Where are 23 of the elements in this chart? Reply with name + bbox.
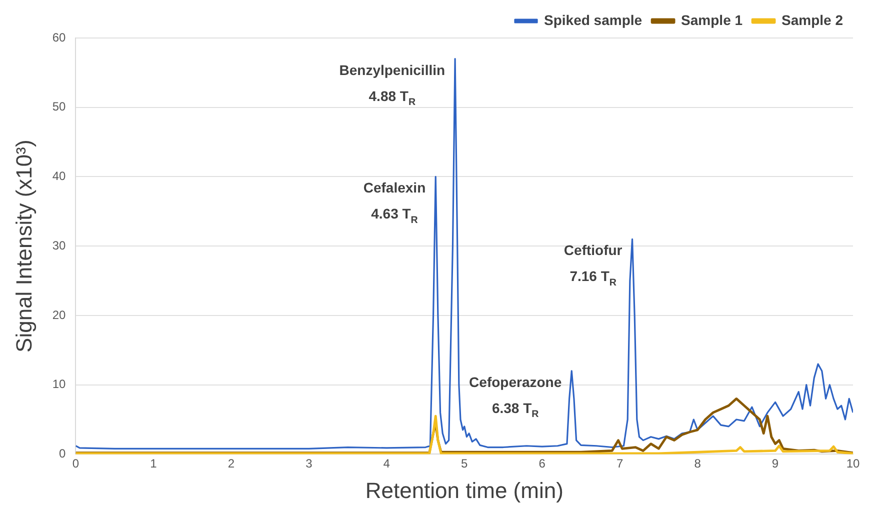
- y-tick-label: 40: [52, 169, 66, 184]
- x-tick-label: 0: [72, 456, 80, 471]
- x-tick-label: 8: [694, 456, 702, 471]
- y-tick-label: 60: [52, 30, 66, 44]
- y-tick-label: 10: [52, 377, 66, 392]
- x-tick-label: 9: [772, 456, 779, 471]
- x-tick-label: 2: [228, 456, 235, 471]
- y-tick-label: 20: [52, 308, 66, 322]
- y-tick-label: 0: [59, 446, 66, 461]
- y-tick-label: 50: [52, 100, 66, 114]
- x-tick-label: 4: [383, 456, 390, 471]
- legend-label: Spiked sample: [544, 12, 642, 28]
- x-tick-label: 3: [306, 456, 313, 471]
- x-tick-label: 7: [616, 456, 624, 471]
- y-axis-title: Signal Intensity (x10³): [11, 140, 36, 352]
- x-tick-label: 1: [150, 456, 158, 471]
- x-tick-label: 6: [538, 456, 546, 471]
- legend-label: Sample 2: [782, 12, 844, 28]
- x-tick-label: 10: [846, 456, 860, 471]
- y-tick-label: 30: [52, 238, 66, 252]
- x-axis-title: Retention time (min): [365, 478, 564, 503]
- legend-label: Sample 1: [681, 12, 743, 28]
- x-tick-label: 5: [461, 456, 468, 471]
